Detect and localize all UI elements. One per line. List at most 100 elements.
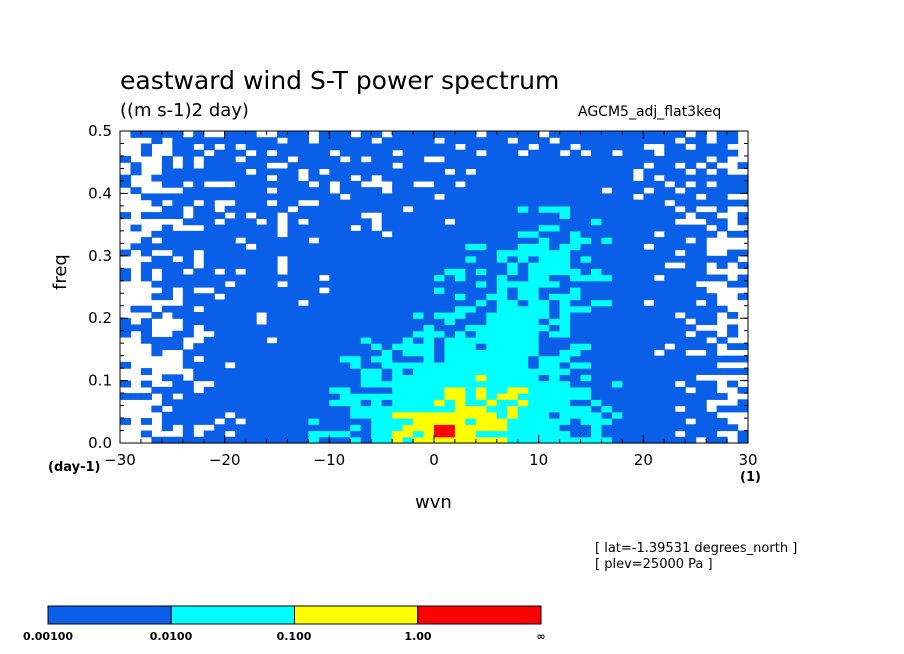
spectrum-cell (580, 274, 592, 282)
spectrum-cell (632, 249, 644, 257)
spectrum-cell (695, 355, 707, 363)
spectrum-cell (193, 137, 205, 145)
spectrum-cell (716, 218, 728, 226)
spectrum-cell (653, 424, 665, 432)
spectrum-cell (182, 155, 194, 163)
spectrum-cell (695, 293, 707, 301)
spectrum-cell (570, 168, 582, 176)
spectrum-cell (716, 193, 728, 201)
spectrum-cell (706, 174, 718, 182)
spectrum-cell (297, 230, 309, 238)
spectrum-cell (360, 224, 372, 232)
spectrum-cell (465, 386, 477, 394)
spectrum-cell (538, 318, 550, 326)
spectrum-cell (329, 374, 341, 382)
spectrum-cell (182, 393, 194, 400)
spectrum-cell (297, 393, 309, 400)
x-tick-label: −30 (104, 451, 136, 469)
spectrum-cell (643, 262, 655, 269)
spectrum-cell (517, 399, 529, 407)
spectrum-cell (392, 155, 404, 163)
spectrum-cell (308, 174, 320, 182)
spectrum-cell (601, 143, 613, 151)
spectrum-cell (413, 224, 425, 232)
spectrum-cell (371, 380, 383, 388)
spectrum-cell (570, 224, 582, 232)
spectrum-cell (622, 299, 634, 307)
spectrum-cell (413, 174, 425, 182)
spectrum-cell (214, 318, 226, 326)
spectrum-cell (559, 386, 571, 394)
spectrum-cell (297, 280, 309, 288)
spectrum-cell (549, 287, 561, 294)
spectrum-cell (538, 155, 550, 163)
spectrum-cell (434, 187, 446, 194)
spectrum-cell (496, 143, 508, 151)
spectrum-cell (203, 324, 215, 332)
spectrum-cell (444, 393, 456, 400)
spectrum-cell (664, 205, 676, 213)
spectrum-cell (266, 424, 278, 432)
spectrum-cell (559, 324, 571, 332)
spectrum-cell (413, 193, 425, 201)
spectrum-cell (528, 374, 540, 382)
spectrum-cell (203, 311, 215, 319)
spectrum-cell (360, 268, 372, 276)
spectrum-cell (161, 168, 173, 176)
spectrum-cell (444, 280, 456, 288)
spectrum-cell (371, 374, 383, 382)
spectrum-cell (570, 418, 582, 425)
spectrum-cell (434, 436, 446, 444)
spectrum-cell (235, 436, 247, 444)
spectrum-cell (245, 355, 257, 363)
spectrum-cell (517, 249, 529, 257)
spectrum-cell (496, 224, 508, 232)
spectrum-cell (308, 368, 320, 375)
spectrum-cell (454, 318, 466, 326)
spectrum-cell (224, 368, 236, 375)
spectrum-cell (350, 230, 362, 238)
spectrum-cell (622, 436, 634, 444)
spectrum-cell (632, 436, 644, 444)
spectrum-cell (611, 218, 623, 226)
spectrum-cell (664, 237, 676, 244)
spectrum-cell (308, 324, 320, 332)
spectrum-cell (360, 218, 372, 226)
spectrum-cell (528, 336, 540, 344)
spectrum-cell (214, 193, 226, 201)
spectrum-cell (235, 424, 247, 432)
spectrum-cell (371, 430, 383, 438)
spectrum-cell (454, 199, 466, 207)
spectrum-cell (465, 149, 477, 157)
spectrum-cell (245, 418, 257, 425)
spectrum-cell (716, 305, 728, 313)
spectrum-cell (235, 280, 247, 288)
spectrum-cell (643, 287, 655, 294)
spectrum-cell (318, 311, 330, 319)
spectrum-cell (277, 299, 289, 307)
spectrum-cell (444, 268, 456, 276)
spectrum-cell (517, 405, 529, 413)
spectrum-cell (601, 149, 613, 157)
spectrum-cell (496, 299, 508, 307)
spectrum-cell (549, 162, 561, 170)
spectrum-cell (695, 399, 707, 407)
spectrum-cell (632, 349, 644, 357)
spectrum-cell (570, 368, 582, 375)
spectrum-cell (507, 361, 519, 369)
spectrum-cell (517, 318, 529, 326)
spectrum-cell (611, 368, 623, 375)
spectrum-cell (465, 262, 477, 269)
spectrum-cell (308, 380, 320, 388)
spectrum-cell (549, 336, 561, 344)
spectrum-cell (381, 193, 393, 201)
spectrum-cell (434, 237, 446, 244)
spectrum-cell (182, 349, 194, 357)
spectrum-cell (674, 168, 686, 176)
spectrum-cell (643, 330, 655, 338)
spectrum-cell (465, 368, 477, 375)
spectrum-cell (402, 218, 414, 226)
spectrum-cell (392, 361, 404, 369)
spectrum-cell (130, 243, 142, 251)
spectrum-cell (360, 249, 372, 257)
